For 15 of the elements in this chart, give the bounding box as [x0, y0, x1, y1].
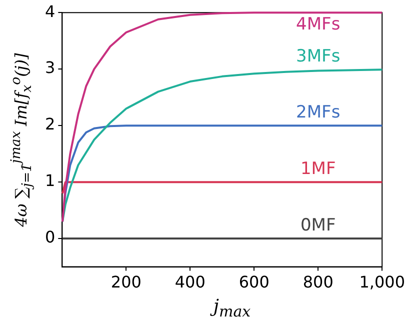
series-label: 0MF: [300, 215, 336, 236]
x-tick-label: 1,000: [359, 272, 406, 292]
x-tick-label: 200: [110, 272, 142, 292]
y-tick-label: 0: [44, 228, 56, 247]
series-label: 1MF: [300, 158, 336, 179]
y-tick-label: 3: [44, 58, 56, 78]
series-label: 4MFs: [296, 14, 340, 35]
series-label: 3MFs: [296, 46, 340, 67]
y-tick-label: 4: [44, 2, 56, 21]
y-tick-label: 2: [44, 114, 56, 134]
x-tick-label: 400: [174, 272, 206, 292]
x-tick-label: 600: [238, 272, 270, 292]
series-label: 2MFs: [296, 102, 340, 122]
y-tick-label: 1: [44, 171, 56, 190]
x-tick-label: 800: [302, 272, 334, 292]
